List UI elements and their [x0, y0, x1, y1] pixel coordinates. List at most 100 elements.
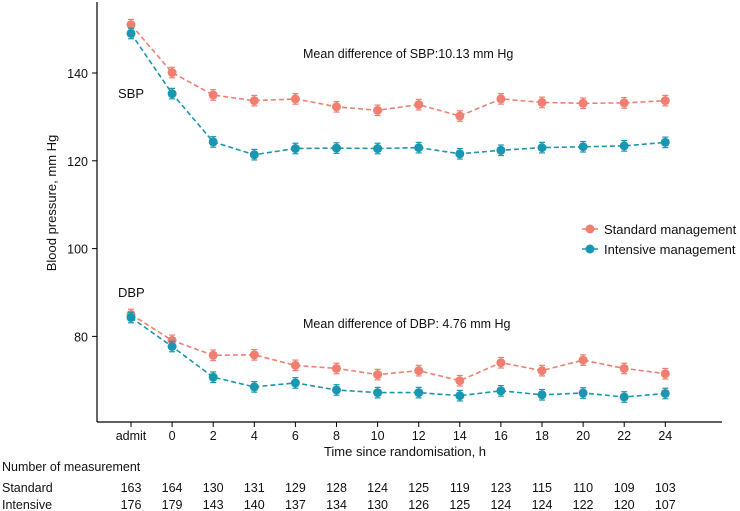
table-cell-intensive: 130 [367, 498, 388, 511]
table-layer: 163 164 130 131 129 128 124 125 119 123 115 110 109 1… [121, 481, 676, 511]
data-point [537, 366, 547, 376]
table-cell-standard: 103 [655, 481, 676, 495]
x-tick-label: 4 [251, 429, 258, 443]
data-point [373, 105, 383, 115]
table-cell-intensive: 122 [573, 498, 594, 511]
table-cell-standard: 130 [203, 481, 224, 495]
table-cell-standard: 164 [162, 481, 183, 495]
data-point [414, 100, 424, 110]
data-point [414, 366, 424, 376]
table-cell-intensive: 124 [490, 498, 511, 511]
table-row-label-standard: Standard [2, 481, 53, 495]
table-cell-standard: 123 [490, 481, 511, 495]
series-layer [126, 18, 670, 403]
x-tick-label: 18 [535, 429, 549, 443]
table-cell-standard: 128 [326, 481, 347, 495]
data-point [249, 96, 259, 106]
data-point [455, 376, 465, 386]
x-ticks: admit 0 2 4 6 8 10 12 14 16 18 20 22 24 [116, 422, 672, 443]
data-point [208, 372, 218, 382]
table-cell-standard: 131 [244, 481, 265, 495]
series-line [130, 316, 666, 398]
data-point [578, 142, 588, 152]
sbp-label: SBP [118, 86, 144, 101]
legend-intensive-label: Intensive management [604, 242, 736, 257]
data-point [578, 355, 588, 365]
table-cell-intensive: 125 [449, 498, 470, 511]
y-tick-label: 120 [67, 155, 88, 169]
data-point [167, 68, 177, 78]
data-point [496, 358, 506, 368]
x-tick-label: 8 [333, 429, 340, 443]
data-point [619, 392, 629, 402]
series-sbp-standard [126, 18, 670, 122]
table-cell-standard: 163 [121, 481, 142, 495]
legend: Standard management Intensive management [582, 222, 737, 257]
data-point [373, 388, 383, 398]
data-point [578, 388, 588, 398]
table-cell-intensive: 126 [408, 498, 429, 511]
legend-standard-label: Standard management [604, 222, 737, 237]
data-point [332, 143, 341, 153]
data-point [208, 137, 218, 147]
x-tick-label: 2 [210, 429, 217, 443]
series-line [130, 24, 666, 117]
y-tick-label: 100 [67, 243, 88, 257]
table-cell-intensive: 179 [162, 498, 183, 511]
data-point [126, 313, 136, 323]
legend-standard-swatch [585, 224, 595, 234]
table-cell-standard: 110 [573, 481, 593, 495]
table-cell-intensive: 140 [244, 498, 265, 511]
x-tick-label: 14 [453, 429, 467, 443]
data-point [249, 350, 259, 360]
table-cell-standard: 125 [408, 481, 429, 495]
data-point [126, 28, 136, 38]
data-point [167, 341, 177, 351]
data-point [167, 89, 177, 99]
x-tick-label: 16 [494, 429, 508, 443]
data-point [496, 94, 506, 104]
axes [96, 2, 722, 423]
data-point [455, 149, 465, 159]
x-tick-label: admit [116, 429, 147, 443]
data-point [208, 350, 218, 360]
data-point [332, 385, 341, 395]
table-cell-standard: 115 [532, 481, 552, 495]
x-tick-label: 24 [658, 429, 672, 443]
data-point [578, 98, 588, 108]
data-point [660, 369, 670, 379]
table-cell-intensive: 176 [121, 498, 142, 511]
data-point [414, 388, 424, 398]
table-cell-standard: 119 [450, 481, 470, 495]
data-point [537, 390, 547, 400]
data-point [537, 143, 547, 153]
x-tick-label: 22 [617, 429, 631, 443]
y-tick-label: 140 [67, 67, 88, 81]
data-point [455, 111, 465, 121]
data-point [660, 96, 670, 106]
x-tick-label: 10 [371, 429, 385, 443]
data-point [660, 137, 670, 147]
data-point [332, 363, 341, 373]
series-line [130, 33, 666, 156]
table-cell-standard: 129 [285, 481, 306, 495]
data-point [126, 20, 136, 30]
x-tick-label: 0 [169, 429, 176, 443]
data-point [290, 94, 300, 104]
x-tick-label: 6 [292, 429, 299, 443]
data-point [660, 388, 670, 398]
data-point [455, 391, 465, 401]
table-cell-intensive: 124 [532, 498, 553, 511]
data-point [249, 150, 259, 160]
y-ticks: 80 100 120 140 [67, 67, 97, 344]
data-point [496, 145, 506, 155]
series-sbp-intensive [126, 27, 670, 161]
data-point [332, 102, 341, 112]
data-point [290, 144, 300, 154]
table-cell-standard: 124 [367, 481, 388, 495]
data-point [249, 382, 259, 392]
data-point [290, 360, 300, 370]
sbp-mean-difference: Mean difference of SBP:10.13 mm Hg [303, 47, 513, 61]
x-axis-label: Time since randomisation, h [324, 444, 486, 459]
